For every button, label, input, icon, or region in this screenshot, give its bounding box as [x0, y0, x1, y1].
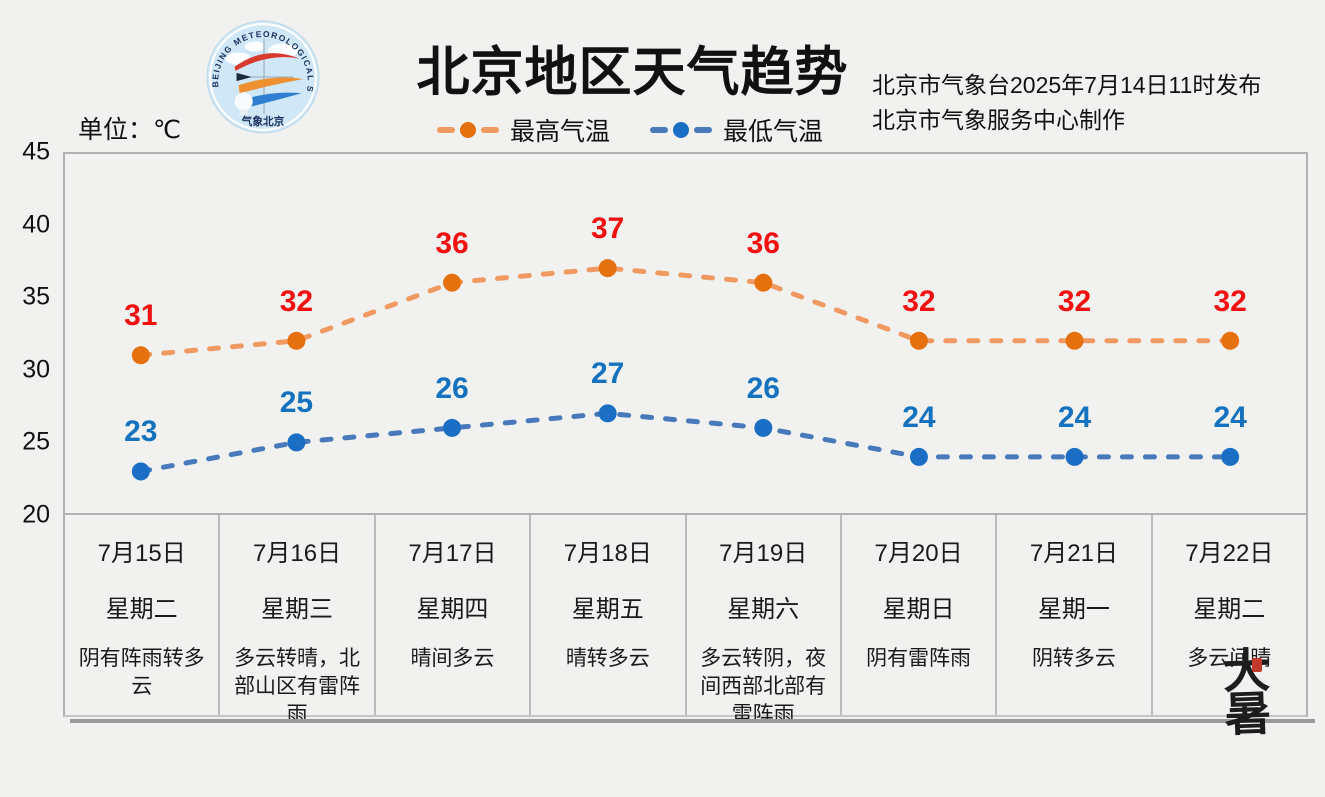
day-date: 7月19日: [719, 540, 808, 567]
day-weather: 阴有雷阵雨: [866, 647, 972, 670]
logo-blue-swoosh: [237, 92, 302, 110]
high-temp-point: [754, 273, 773, 292]
high-temp-line: [138, 265, 1233, 358]
day-date: 7月15日: [97, 540, 186, 567]
day-weather: 晴间多云: [410, 647, 495, 670]
day-date: 7月22日: [1185, 540, 1274, 567]
logo-red-swoosh: [234, 53, 300, 71]
high-temp-point: [443, 273, 462, 292]
high-temp-point: [287, 331, 306, 350]
day-weekday: 星期六: [727, 596, 800, 623]
day-weekday: 星期五: [571, 596, 644, 623]
day-column: 7月16日星期三多云转晴，北部山区有雷阵雨: [218, 515, 373, 726]
day-date: 7月21日: [1029, 540, 1118, 567]
low-temp-point: [1065, 447, 1084, 466]
day-weekday: 星期四: [416, 596, 489, 623]
beijing-meteorological-service-logo-icon: BEIJING METEOROLOGICAL SERVICE 气象北京: [206, 20, 320, 134]
day-date: 7月18日: [563, 540, 652, 567]
day-weather: 阴转多云: [1031, 647, 1116, 670]
low-temp-line: [138, 410, 1233, 474]
logo-orange-swoosh: [238, 77, 304, 94]
day-column: 7月19日星期六多云转阴，夜间西部北部有雷阵雨: [684, 515, 840, 726]
logo-wind-vane-icon: [236, 72, 252, 82]
high-temp-point: [1065, 331, 1084, 350]
y-axis-tick-label: 20: [22, 500, 50, 529]
day-date: 7月17日: [408, 540, 497, 567]
day-weekday: 星期三: [261, 596, 334, 623]
day-column: 7月22日星期二多云间晴: [1150, 515, 1306, 715]
day-forecast-table: 7月15日 星期二 阴有阵雨转多云 7月16日 星期三 多云转晴，北部山区有雷阵雨 7月17…: [63, 515, 1308, 726]
day-weekday: 星期一: [1037, 596, 1110, 623]
low-temp-point: [443, 418, 462, 437]
y-axis-tick-label: 35: [22, 282, 50, 311]
day-weather: 晴转多云: [565, 647, 650, 670]
day-column: 7月15日星期二阴有阵雨转多云: [65, 515, 218, 715]
high-temp-point: [131, 346, 150, 365]
y-axis-tick-label: 45: [22, 137, 50, 166]
high-temp-point: [1221, 331, 1240, 350]
day-column: 7月17日星期四晴间多云: [373, 515, 529, 715]
legend-item-low-temp: 最低气温: [650, 112, 823, 148]
day-weather: 多云转晴，北部山区有雷阵雨: [234, 647, 361, 726]
high-temp-line-swatch-icon: [436, 122, 499, 138]
calligraphy-seal-icon: [1252, 658, 1262, 672]
chart-legend: 最高气温 最低气温: [395, 112, 865, 148]
low-temp-line-swatch-icon: [650, 122, 712, 138]
day-weekday: 星期日: [882, 596, 955, 623]
low-temp-point: [598, 404, 617, 423]
issued-by-line: 北京市气象台2025年7月14日11时发布: [872, 72, 1262, 98]
high-temp-point: [598, 259, 617, 278]
issue-info: 北京市气象台2025年7月14日11时发布 北京市气象服务中心制作: [872, 68, 1261, 138]
day-date: 7月20日: [874, 540, 963, 567]
low-temp-point: [287, 433, 306, 452]
y-axis-tick-label: 30: [22, 355, 50, 384]
produced-by-line: 北京市气象服务中心制作: [872, 107, 1125, 133]
day-weather: 阴有阵雨转多云: [78, 647, 205, 698]
table-bottom-shadow: [70, 719, 1315, 723]
high-temp-point: [909, 331, 928, 350]
day-weekday: 星期二: [105, 596, 178, 623]
day-weather: 多云转阴，夜间西部北部有雷阵雨: [700, 647, 827, 726]
legend-label-high: 最高气温: [509, 118, 610, 146]
day-column: 7月18日星期五晴转多云: [529, 515, 684, 715]
day-weather: 多云间晴: [1187, 647, 1272, 670]
logo-bottom-text: 气象北京: [241, 115, 285, 128]
low-temp-point: [131, 462, 150, 481]
page-title: 北京地区天气趋势: [416, 43, 849, 102]
temperature-lines-chart: [131, 259, 1240, 481]
day-column: 7月20日星期日阴有雷阵雨: [839, 515, 995, 715]
day-date: 7月16日: [253, 540, 342, 567]
y-axis-tick-label: 25: [22, 427, 50, 456]
legend-item-high-temp: 最高气温: [436, 112, 610, 148]
unit-label: 单位：℃: [78, 116, 182, 144]
day-weekday: 星期二: [1193, 596, 1266, 623]
day-column: 7月21日星期一阴转多云: [995, 515, 1150, 715]
low-temp-point: [754, 418, 773, 437]
low-temp-point: [909, 447, 928, 466]
logo-radar-dome-icon: [234, 92, 253, 111]
y-axis-tick-label: 40: [22, 210, 50, 239]
solar-term-calligraphy: 大暑: [1213, 645, 1272, 733]
low-temp-point: [1221, 447, 1240, 466]
plot-area: [63, 152, 1308, 515]
legend-label-low: 最低气温: [723, 118, 824, 146]
